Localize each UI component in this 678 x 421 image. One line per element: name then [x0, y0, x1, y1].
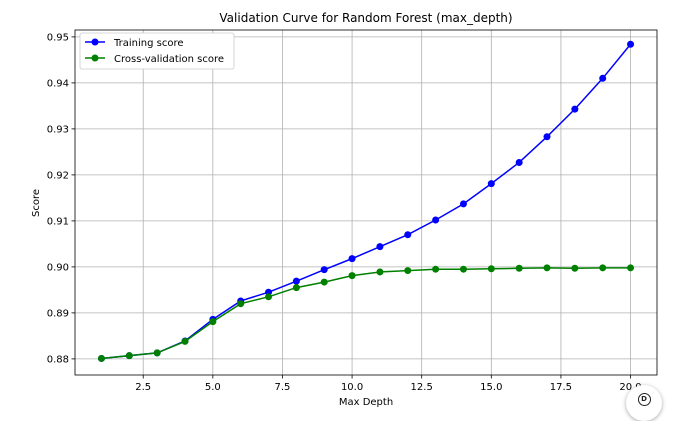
x-tick-label: 10.0 — [341, 382, 363, 393]
y-tick-label: 0.92 — [47, 170, 69, 181]
data-point-cross-validation — [599, 264, 607, 272]
data-point-training — [599, 74, 607, 82]
data-point-training — [627, 40, 635, 48]
y-tick-label: 0.95 — [47, 32, 69, 43]
data-point-cross-validation — [404, 267, 412, 275]
y-tick-label: 0.89 — [47, 308, 69, 319]
grid — [75, 30, 657, 375]
data-point-cross-validation — [432, 265, 440, 273]
series-line-cross-validation — [101, 267, 631, 360]
legend-marker-training — [91, 38, 99, 46]
data-point-cross-validation — [181, 337, 189, 345]
y-axis-label: Score — [31, 189, 42, 217]
data-point-cross-validation — [320, 278, 328, 286]
data-point-cross-validation — [292, 284, 300, 292]
data-point-training — [432, 216, 440, 224]
x-tick-label: 2.5 — [135, 382, 151, 393]
data-point-cross-validation — [97, 354, 105, 362]
data-point-cross-validation — [571, 264, 579, 272]
x-tick-label: 17.5 — [550, 382, 572, 393]
data-point-cross-validation — [487, 265, 495, 273]
y-tick-label: 0.91 — [47, 216, 69, 227]
data-point-cross-validation — [153, 349, 161, 357]
data-point-training — [292, 277, 300, 285]
data-point-training — [404, 231, 412, 239]
data-point-training — [487, 180, 495, 188]
legend-label-cv: Cross-validation score — [114, 54, 224, 65]
data-point-cross-validation — [348, 272, 356, 280]
y-tick-label: 0.88 — [47, 354, 69, 365]
data-point-training — [543, 133, 551, 141]
data-point-cross-validation — [209, 318, 217, 326]
series-layer — [97, 40, 635, 362]
x-tick-label: 7.5 — [275, 382, 291, 393]
x-tick-label: 20.0 — [619, 382, 641, 393]
y-tick-label: 0.93 — [47, 124, 69, 135]
ticks: 2.5 5.0 7.5 10.0 12.5 15.0 17.5 20.0 0.88 0.89 0.9… — [47, 32, 642, 393]
data-point-cross-validation — [237, 300, 245, 308]
y-tick-label: 0.90 — [47, 262, 69, 273]
x-tick-label: 12.5 — [411, 382, 433, 393]
x-axis-label: Max Depth — [339, 397, 393, 408]
x-tick-label: 15.0 — [480, 382, 502, 393]
x-tick-label: 5.0 — [205, 382, 221, 393]
data-point-training — [515, 158, 523, 166]
legend-box — [79, 32, 235, 70]
data-point-cross-validation — [515, 264, 523, 272]
data-point-training — [320, 266, 328, 274]
legend-label-training: Training score — [113, 38, 184, 49]
data-point-cross-validation — [627, 264, 635, 272]
data-point-cross-validation — [459, 265, 467, 273]
data-point-cross-validation — [125, 352, 133, 360]
validation-curve-chart: Validation Curve for Random Forest (max_… — [31, 11, 658, 408]
chart-title: Validation Curve for Random Forest (max_… — [219, 11, 512, 25]
data-point-training — [348, 255, 356, 263]
info-icon: D — [637, 393, 651, 406]
plot-frame — [74, 29, 658, 376]
data-point-cross-validation — [376, 268, 384, 276]
info-button[interactable]: D — [626, 385, 662, 421]
data-point-training — [376, 243, 384, 251]
data-point-training — [459, 200, 467, 208]
data-point-cross-validation — [543, 264, 551, 272]
data-point-cross-validation — [265, 293, 273, 301]
data-point-training — [571, 105, 579, 113]
legend-marker-cv — [91, 54, 99, 62]
legend: Training score Cross-validation score — [79, 32, 235, 70]
y-tick-label: 0.94 — [47, 78, 69, 89]
